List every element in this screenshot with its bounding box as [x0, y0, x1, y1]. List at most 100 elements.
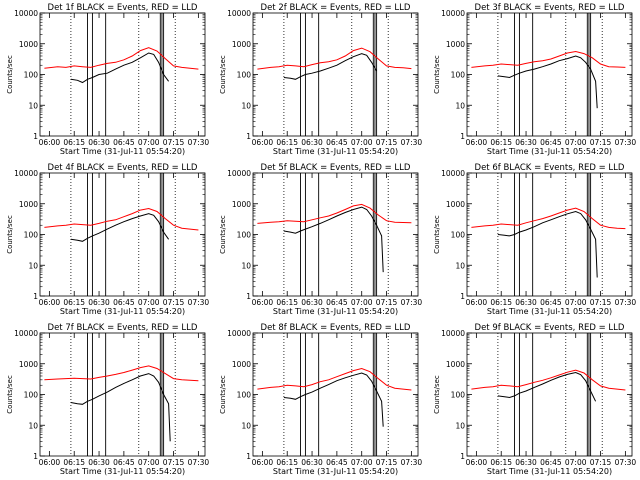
- series-line-events: [497, 55, 598, 109]
- y-tick-label: 1: [460, 132, 465, 141]
- series-line-events: [70, 213, 170, 242]
- x-tick-label: 06:45: [326, 458, 348, 467]
- y-tick-label: 100: [451, 231, 466, 240]
- x-axis-label: Start Time (31-Jul-11 05:54:20): [487, 307, 612, 316]
- y-axis-label: Counts/sec: [219, 375, 227, 414]
- x-tick-label: 06:15: [63, 138, 85, 147]
- x-tick-label: 06:30: [301, 298, 323, 307]
- y-tick-label: 10: [241, 101, 251, 110]
- x-tick-label: 07:30: [615, 298, 637, 307]
- y-tick-label: 1000: [232, 200, 251, 209]
- chart-panel-1: Det 1f BLACK = Events, RED = LLD 1 10 100 10…: [6, 3, 209, 156]
- y-tick-label: 10000: [14, 169, 38, 178]
- x-tick-label: 06:45: [540, 298, 562, 307]
- y-tick-label: 10: [28, 261, 38, 270]
- y-axis-label: Counts/sec: [6, 55, 14, 94]
- y-axis-label: Counts/sec: [433, 215, 441, 254]
- chart-panel-7: Det 7f BLACK = Events, RED = LLD 1 10 100 10…: [6, 323, 209, 476]
- y-axis-label: Counts/sec: [219, 55, 227, 94]
- series-line-lld: [471, 50, 626, 68]
- y-axis-label: Counts/sec: [6, 215, 14, 254]
- y-tick-label: 1: [246, 132, 251, 141]
- y-tick-label: 10: [455, 261, 465, 270]
- x-tick-label: 07:00: [565, 458, 587, 467]
- x-tick-label: 06:00: [466, 458, 488, 467]
- x-tick-label: 07:30: [615, 138, 637, 147]
- y-tick-label: 1000: [446, 360, 465, 369]
- series-line-events: [497, 210, 598, 278]
- x-axis-label: Start Time (31-Jul-11 05:54:20): [273, 467, 398, 476]
- series-line-events: [283, 372, 384, 427]
- x-tick-label: 07:15: [376, 138, 398, 147]
- y-tick-label: 10: [28, 421, 38, 430]
- x-tick-label: 07:00: [138, 458, 160, 467]
- x-tick-label: 07:30: [188, 138, 210, 147]
- x-tick-label: 06:00: [252, 458, 274, 467]
- x-tick-label: 06:00: [466, 138, 488, 147]
- y-tick-label: 10: [28, 101, 38, 110]
- chart-title: Det 1f BLACK = Events, RED = LLD: [48, 3, 198, 13]
- x-tick-label: 06:30: [88, 458, 110, 467]
- y-axis-label: Counts/sec: [219, 215, 227, 254]
- x-axis-label: Start Time (31-Jul-11 05:54:20): [60, 307, 185, 316]
- x-tick-label: 06:15: [63, 458, 85, 467]
- series-line-lld: [257, 203, 412, 224]
- x-tick-label: 06:15: [490, 458, 512, 467]
- y-tick-label: 1000: [232, 40, 251, 49]
- chart-title: Det 5f BLACK = Events, RED = LLD: [261, 163, 411, 173]
- x-tick-label: 07:00: [565, 138, 587, 147]
- x-tick-label: 06:30: [515, 138, 537, 147]
- series-line-lld: [44, 47, 199, 70]
- x-tick-label: 07:15: [590, 458, 612, 467]
- y-tick-label: 1000: [232, 360, 251, 369]
- x-axis-label: Start Time (31-Jul-11 05:54:20): [487, 467, 612, 476]
- x-tick-label: 06:45: [326, 138, 348, 147]
- series-line-lld: [257, 47, 412, 70]
- series-line-lld: [471, 369, 626, 391]
- series-line-lld: [44, 365, 199, 382]
- series-line-events: [283, 206, 384, 273]
- x-tick-label: 07:00: [138, 138, 160, 147]
- x-tick-label: 07:30: [401, 458, 423, 467]
- y-tick-label: 100: [237, 231, 252, 240]
- x-tick-label: 06:45: [113, 138, 135, 147]
- x-tick-label: 07:00: [565, 298, 587, 307]
- x-tick-label: 06:30: [515, 458, 537, 467]
- x-axis-label: Start Time (31-Jul-11 05:54:20): [60, 147, 185, 156]
- chart-panel-9: Det 9f BLACK = Events, RED = LLD 1 10 100 10…: [433, 323, 636, 476]
- x-tick-label: 06:30: [301, 458, 323, 467]
- x-tick-label: 06:00: [39, 138, 61, 147]
- x-axis-label: Start Time (31-Jul-11 05:54:20): [273, 307, 398, 316]
- y-tick-label: 1000: [19, 200, 38, 209]
- y-tick-label: 100: [237, 71, 252, 80]
- x-tick-label: 06:45: [540, 138, 562, 147]
- x-tick-label: 07:15: [163, 138, 185, 147]
- x-tick-label: 06:30: [88, 298, 110, 307]
- x-tick-label: 06:15: [490, 138, 512, 147]
- x-tick-label: 06:00: [39, 298, 61, 307]
- x-tick-label: 07:15: [163, 458, 185, 467]
- series-line-lld: [257, 367, 412, 391]
- y-tick-label: 1000: [19, 360, 38, 369]
- x-tick-label: 07:15: [590, 138, 612, 147]
- x-tick-label: 07:00: [351, 138, 373, 147]
- y-tick-label: 10: [241, 261, 251, 270]
- y-tick-label: 100: [24, 231, 39, 240]
- x-axis-label: Start Time (31-Jul-11 05:54:20): [273, 147, 398, 156]
- y-tick-label: 1: [460, 452, 465, 461]
- x-tick-label: 06:30: [301, 138, 323, 147]
- y-tick-label: 10000: [14, 9, 38, 18]
- y-axis-label: Counts/sec: [433, 375, 441, 414]
- y-tick-label: 1000: [446, 40, 465, 49]
- y-tick-label: 100: [237, 391, 252, 400]
- y-tick-label: 1: [33, 292, 38, 301]
- y-tick-label: 10: [455, 101, 465, 110]
- x-tick-label: 06:30: [515, 298, 537, 307]
- x-tick-label: 07:30: [401, 298, 423, 307]
- chart-title: Det 3f BLACK = Events, RED = LLD: [475, 3, 625, 13]
- y-tick-label: 10000: [227, 329, 251, 338]
- y-tick-label: 1: [33, 132, 38, 141]
- chart-panel-3: Det 3f BLACK = Events, RED = LLD 1 10 100 10…: [433, 3, 636, 156]
- series-line-events: [283, 53, 378, 80]
